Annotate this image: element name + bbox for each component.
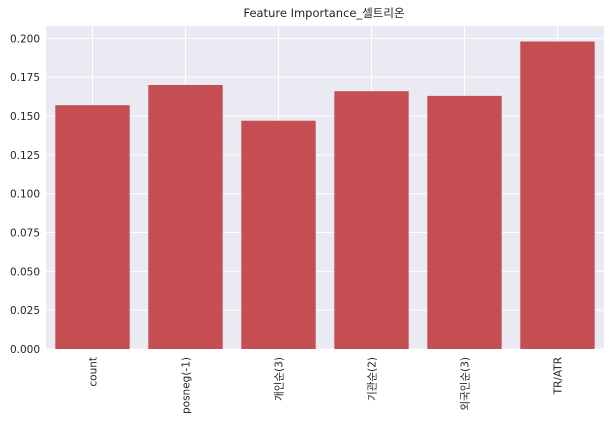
x-tick-label: posneg(-1) xyxy=(181,357,193,414)
bar-5 xyxy=(520,41,595,350)
bar-0 xyxy=(55,105,130,349)
y-axis-ticks: 0.000 0.025 0.050 0.075 0.100 0.125 0.150 0.175… xyxy=(10,33,40,356)
y-tick-label: 0.075 xyxy=(10,228,40,240)
bar-1 xyxy=(148,85,223,349)
y-tick-label: 0.150 xyxy=(10,111,40,123)
bars xyxy=(55,41,595,350)
y-tick-label: 0.200 xyxy=(10,33,40,45)
y-tick-label: 0.125 xyxy=(10,150,40,162)
bar-4 xyxy=(427,95,502,349)
x-axis-ticks: count posneg(-1) 개인순(3) 기관순(2) 외국인순(3) TR/ATR xyxy=(88,357,565,414)
y-tick-label: 0.000 xyxy=(10,344,40,356)
y-tick-label: 0.175 xyxy=(10,72,40,84)
bar-2 xyxy=(241,120,316,350)
y-tick-label: 0.050 xyxy=(10,266,40,278)
x-tick-label: count xyxy=(88,357,100,387)
y-tick-label: 0.025 xyxy=(10,305,40,317)
x-tick-label: 개인순(3) xyxy=(274,357,286,401)
y-tick-label: 0.100 xyxy=(10,189,40,201)
bar-3 xyxy=(334,91,409,349)
plot-area xyxy=(46,26,604,349)
chart-title: Feature Importance_셀트리온 xyxy=(243,6,404,20)
x-tick-label: TR/ATR xyxy=(553,357,565,395)
x-tick-label: 기관순(2) xyxy=(367,357,379,401)
x-tick-label: 외국인순(3) xyxy=(460,357,472,411)
